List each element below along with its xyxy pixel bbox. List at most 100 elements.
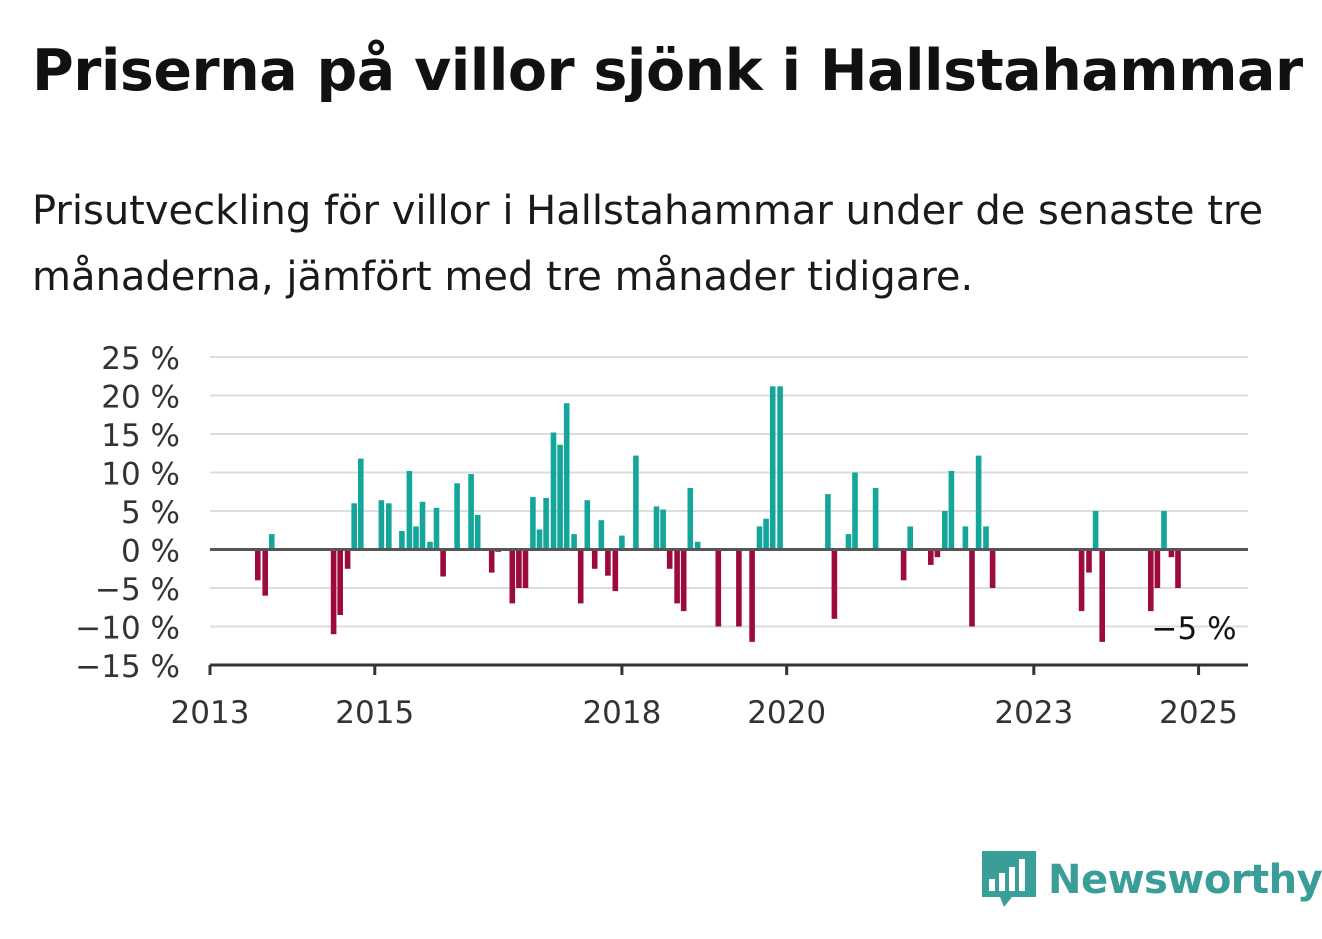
bar: [975, 455, 982, 550]
bar: [543, 497, 549, 550]
y-tick-label: 0 %: [121, 534, 180, 570]
bar: [433, 507, 440, 550]
bar: [406, 471, 413, 550]
bar: [942, 511, 948, 550]
x-tick-label: 2023: [994, 695, 1073, 731]
bar: [653, 506, 660, 550]
bar: [454, 483, 460, 550]
y-tick-label: 10 %: [101, 457, 180, 493]
bar: [1148, 549, 1154, 612]
bar: [736, 549, 742, 627]
bar: [845, 534, 852, 550]
bar: [1168, 549, 1175, 558]
bar: [468, 474, 474, 550]
bar: [825, 494, 831, 550]
chart-title: Priserna på villor sjönk i Hallstahammar: [32, 38, 1303, 104]
bar: [934, 549, 941, 558]
bar: [694, 541, 701, 550]
bar: [522, 549, 529, 588]
grid-lines: [210, 356, 1248, 628]
bar: [557, 444, 563, 550]
y-tick-label: −10 %: [75, 611, 180, 647]
y-tick-label: −5 %: [95, 572, 180, 608]
bar: [763, 518, 769, 550]
chart-subtitle: Prisutveckling för villor i Hallstahamma…: [32, 188, 1264, 300]
bar: [660, 509, 666, 550]
bar: [351, 503, 357, 550]
bar: [983, 526, 989, 550]
bar: [1078, 549, 1085, 612]
bar: [1154, 549, 1161, 588]
bar: [1086, 549, 1092, 573]
bar: [262, 549, 268, 596]
bar: [680, 549, 687, 612]
brand-name: Newsworthy: [1048, 857, 1322, 903]
bar: [577, 549, 584, 604]
bar: [907, 526, 913, 550]
bar: [378, 500, 385, 550]
bar: [749, 549, 755, 642]
x-tick-label: 2013: [171, 695, 250, 731]
axis-labels: 25 %20 %15 %10 %5 %0 %−5 %−10 %−15 %2013…: [75, 341, 1238, 731]
y-tick-label: 25 %: [101, 341, 180, 377]
last-value-annotation: −5 %: [1152, 611, 1237, 647]
bar: [674, 549, 680, 604]
bar: [619, 535, 625, 550]
bar: [337, 549, 343, 615]
bar: [399, 531, 405, 550]
bar: [509, 549, 516, 604]
bar: [386, 503, 392, 550]
bar: [777, 386, 783, 550]
x-tick-label: 2015: [335, 695, 414, 731]
bar: [516, 549, 522, 588]
bar: [666, 549, 673, 569]
bar: [563, 403, 570, 550]
bar: [550, 432, 557, 550]
bar: [948, 471, 955, 550]
bar: [536, 529, 543, 550]
bar-chart-speech-bubble-icon: [982, 851, 1036, 907]
bar: [1175, 549, 1181, 588]
bar: [440, 549, 446, 577]
axes: [208, 548, 1248, 675]
bar: [989, 549, 996, 588]
bar: [605, 549, 611, 576]
bars: [255, 386, 1181, 642]
bar: [1092, 511, 1099, 550]
bar: [852, 472, 858, 550]
bar: [769, 386, 776, 550]
x-tick-label: 2020: [747, 695, 826, 731]
bar-chart: 25 %20 %15 %10 %5 %0 %−5 %−10 %−15 %2013…: [75, 341, 1248, 731]
y-tick-label: −15 %: [75, 649, 180, 685]
bar: [358, 458, 364, 550]
x-tick-label: 2018: [582, 695, 661, 731]
bar: [831, 549, 838, 619]
bar: [687, 487, 694, 550]
bar: [413, 526, 419, 550]
bar: [255, 549, 261, 581]
bar: [530, 497, 536, 550]
bar: [427, 541, 433, 550]
y-tick-label: 5 %: [121, 495, 180, 531]
bar: [962, 526, 969, 550]
bar: [969, 549, 975, 627]
bar: [1099, 549, 1105, 642]
y-tick-label: 15 %: [101, 418, 180, 454]
bar: [571, 534, 577, 550]
bar: [756, 526, 763, 550]
bar: [488, 549, 495, 573]
newsworthy-logo: Newsworthy: [980, 850, 1322, 910]
bar: [612, 549, 619, 592]
bar: [330, 549, 337, 635]
bar: [900, 549, 907, 581]
x-tick-label: 2025: [1159, 695, 1238, 731]
bar: [591, 549, 598, 569]
bar: [269, 534, 275, 550]
bar: [928, 549, 934, 565]
bar: [419, 501, 426, 550]
bar: [474, 514, 481, 550]
y-tick-label: 20 %: [101, 380, 180, 416]
bar: [872, 487, 879, 550]
bar: [584, 500, 591, 550]
bar: [598, 520, 605, 550]
